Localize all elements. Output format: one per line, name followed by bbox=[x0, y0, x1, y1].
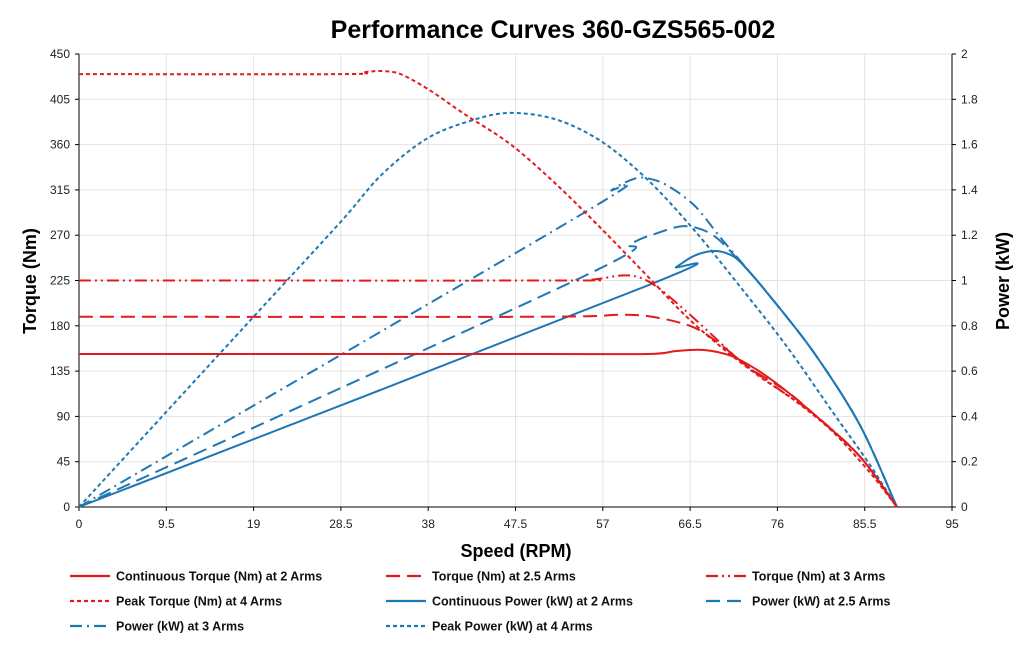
series-line-peak-power-kw-at-4-arms bbox=[78, 111, 898, 508]
x-tick-label: 38 bbox=[422, 517, 436, 531]
legend-label-continuous-power-kw-at-2-arms: Continuous Power (kW) at 2 Arms bbox=[432, 595, 633, 609]
y2-tick-label: 0 bbox=[961, 500, 968, 514]
legend-label-torque-nm-at-3-arms: Torque (Nm) at 3 Arms bbox=[752, 570, 885, 584]
series-line-power-kw-at-3-arms bbox=[78, 176, 898, 508]
x-tick-label: 76 bbox=[771, 517, 785, 531]
y-tick-label: 315 bbox=[50, 183, 70, 197]
x-tick-label: 57 bbox=[596, 517, 610, 531]
y2-tick-label: 0.6 bbox=[961, 364, 978, 378]
y2-tick-label: 1.8 bbox=[961, 92, 978, 106]
y-tick-label: 0 bbox=[63, 500, 70, 514]
legend-label-power-kw-at-3-arms: Power (kW) at 3 Arms bbox=[116, 620, 244, 634]
y-tick-label: 135 bbox=[50, 364, 70, 378]
y-tick-label: 405 bbox=[50, 92, 70, 106]
y-tick-label: 270 bbox=[50, 228, 70, 242]
y2-tick-label: 0.8 bbox=[961, 319, 978, 333]
x-tick-label: 19 bbox=[247, 517, 261, 531]
y2-tick-label: 1 bbox=[961, 274, 968, 288]
x-tick-label: 9.5 bbox=[158, 517, 175, 531]
y-tick-label: 180 bbox=[50, 319, 70, 333]
series-line-torque-nm-at-2-5-arms bbox=[78, 313, 898, 508]
x-tick-label: 47.5 bbox=[504, 517, 528, 531]
legend-label-continuous-torque-nm-at-2-arms: Continuous Torque (Nm) at 2 Arms bbox=[116, 570, 322, 584]
legend-label-peak-power-kw-at-4-arms: Peak Power (kW) at 4 Arms bbox=[432, 620, 593, 634]
y-tick-label: 45 bbox=[57, 455, 71, 469]
legend-label-torque-nm-at-2-5-arms: Torque (Nm) at 2.5 Arms bbox=[432, 570, 576, 584]
y2-tick-label: 2 bbox=[961, 47, 968, 61]
x-tick-label: 95 bbox=[945, 517, 959, 531]
y-tick-label: 450 bbox=[50, 47, 70, 61]
chart-title: Performance Curves 360-GZS565-002 bbox=[331, 16, 776, 44]
series-line-peak-torque-nm-at-4-arms bbox=[78, 70, 898, 508]
y2-tick-label: 0.4 bbox=[961, 409, 978, 423]
series-line-power-kw-at-2-5-arms bbox=[78, 225, 898, 508]
x-tick-label: 0 bbox=[76, 517, 83, 531]
legend: Continuous Torque (Nm) at 2 Arms Torque (… bbox=[70, 570, 891, 634]
legend-label-power-kw-at-2-5-arms: Power (kW) at 2.5 Arms bbox=[752, 595, 891, 609]
y-tick-label: 360 bbox=[50, 138, 70, 152]
y2-axis-title: Power (kW) bbox=[993, 232, 1013, 330]
y2-tick-label: 1.2 bbox=[961, 228, 978, 242]
x-tick-label: 85.5 bbox=[853, 517, 877, 531]
y-axis-title: Torque (Nm) bbox=[20, 228, 40, 334]
y-tick-label: 90 bbox=[57, 409, 71, 423]
x-tick-label: 28.5 bbox=[329, 517, 353, 531]
x-tick-label: 66.5 bbox=[678, 517, 702, 531]
series-line-torque-nm-at-3-arms bbox=[78, 274, 898, 508]
legend-label-peak-torque-nm-at-4-arms: Peak Torque (Nm) at 4 Arms bbox=[116, 595, 282, 609]
series-line-continuous-power-kw-at-2-arms bbox=[78, 249, 898, 508]
y2-tick-label: 0.2 bbox=[961, 455, 978, 469]
y2-tick-label: 1.4 bbox=[961, 183, 978, 197]
y-tick-label: 225 bbox=[50, 274, 70, 288]
y2-tick-label: 1.6 bbox=[961, 138, 978, 152]
series-line-continuous-torque-nm-at-2-arms bbox=[79, 348, 898, 508]
x-axis-title: Speed (RPM) bbox=[460, 541, 571, 561]
